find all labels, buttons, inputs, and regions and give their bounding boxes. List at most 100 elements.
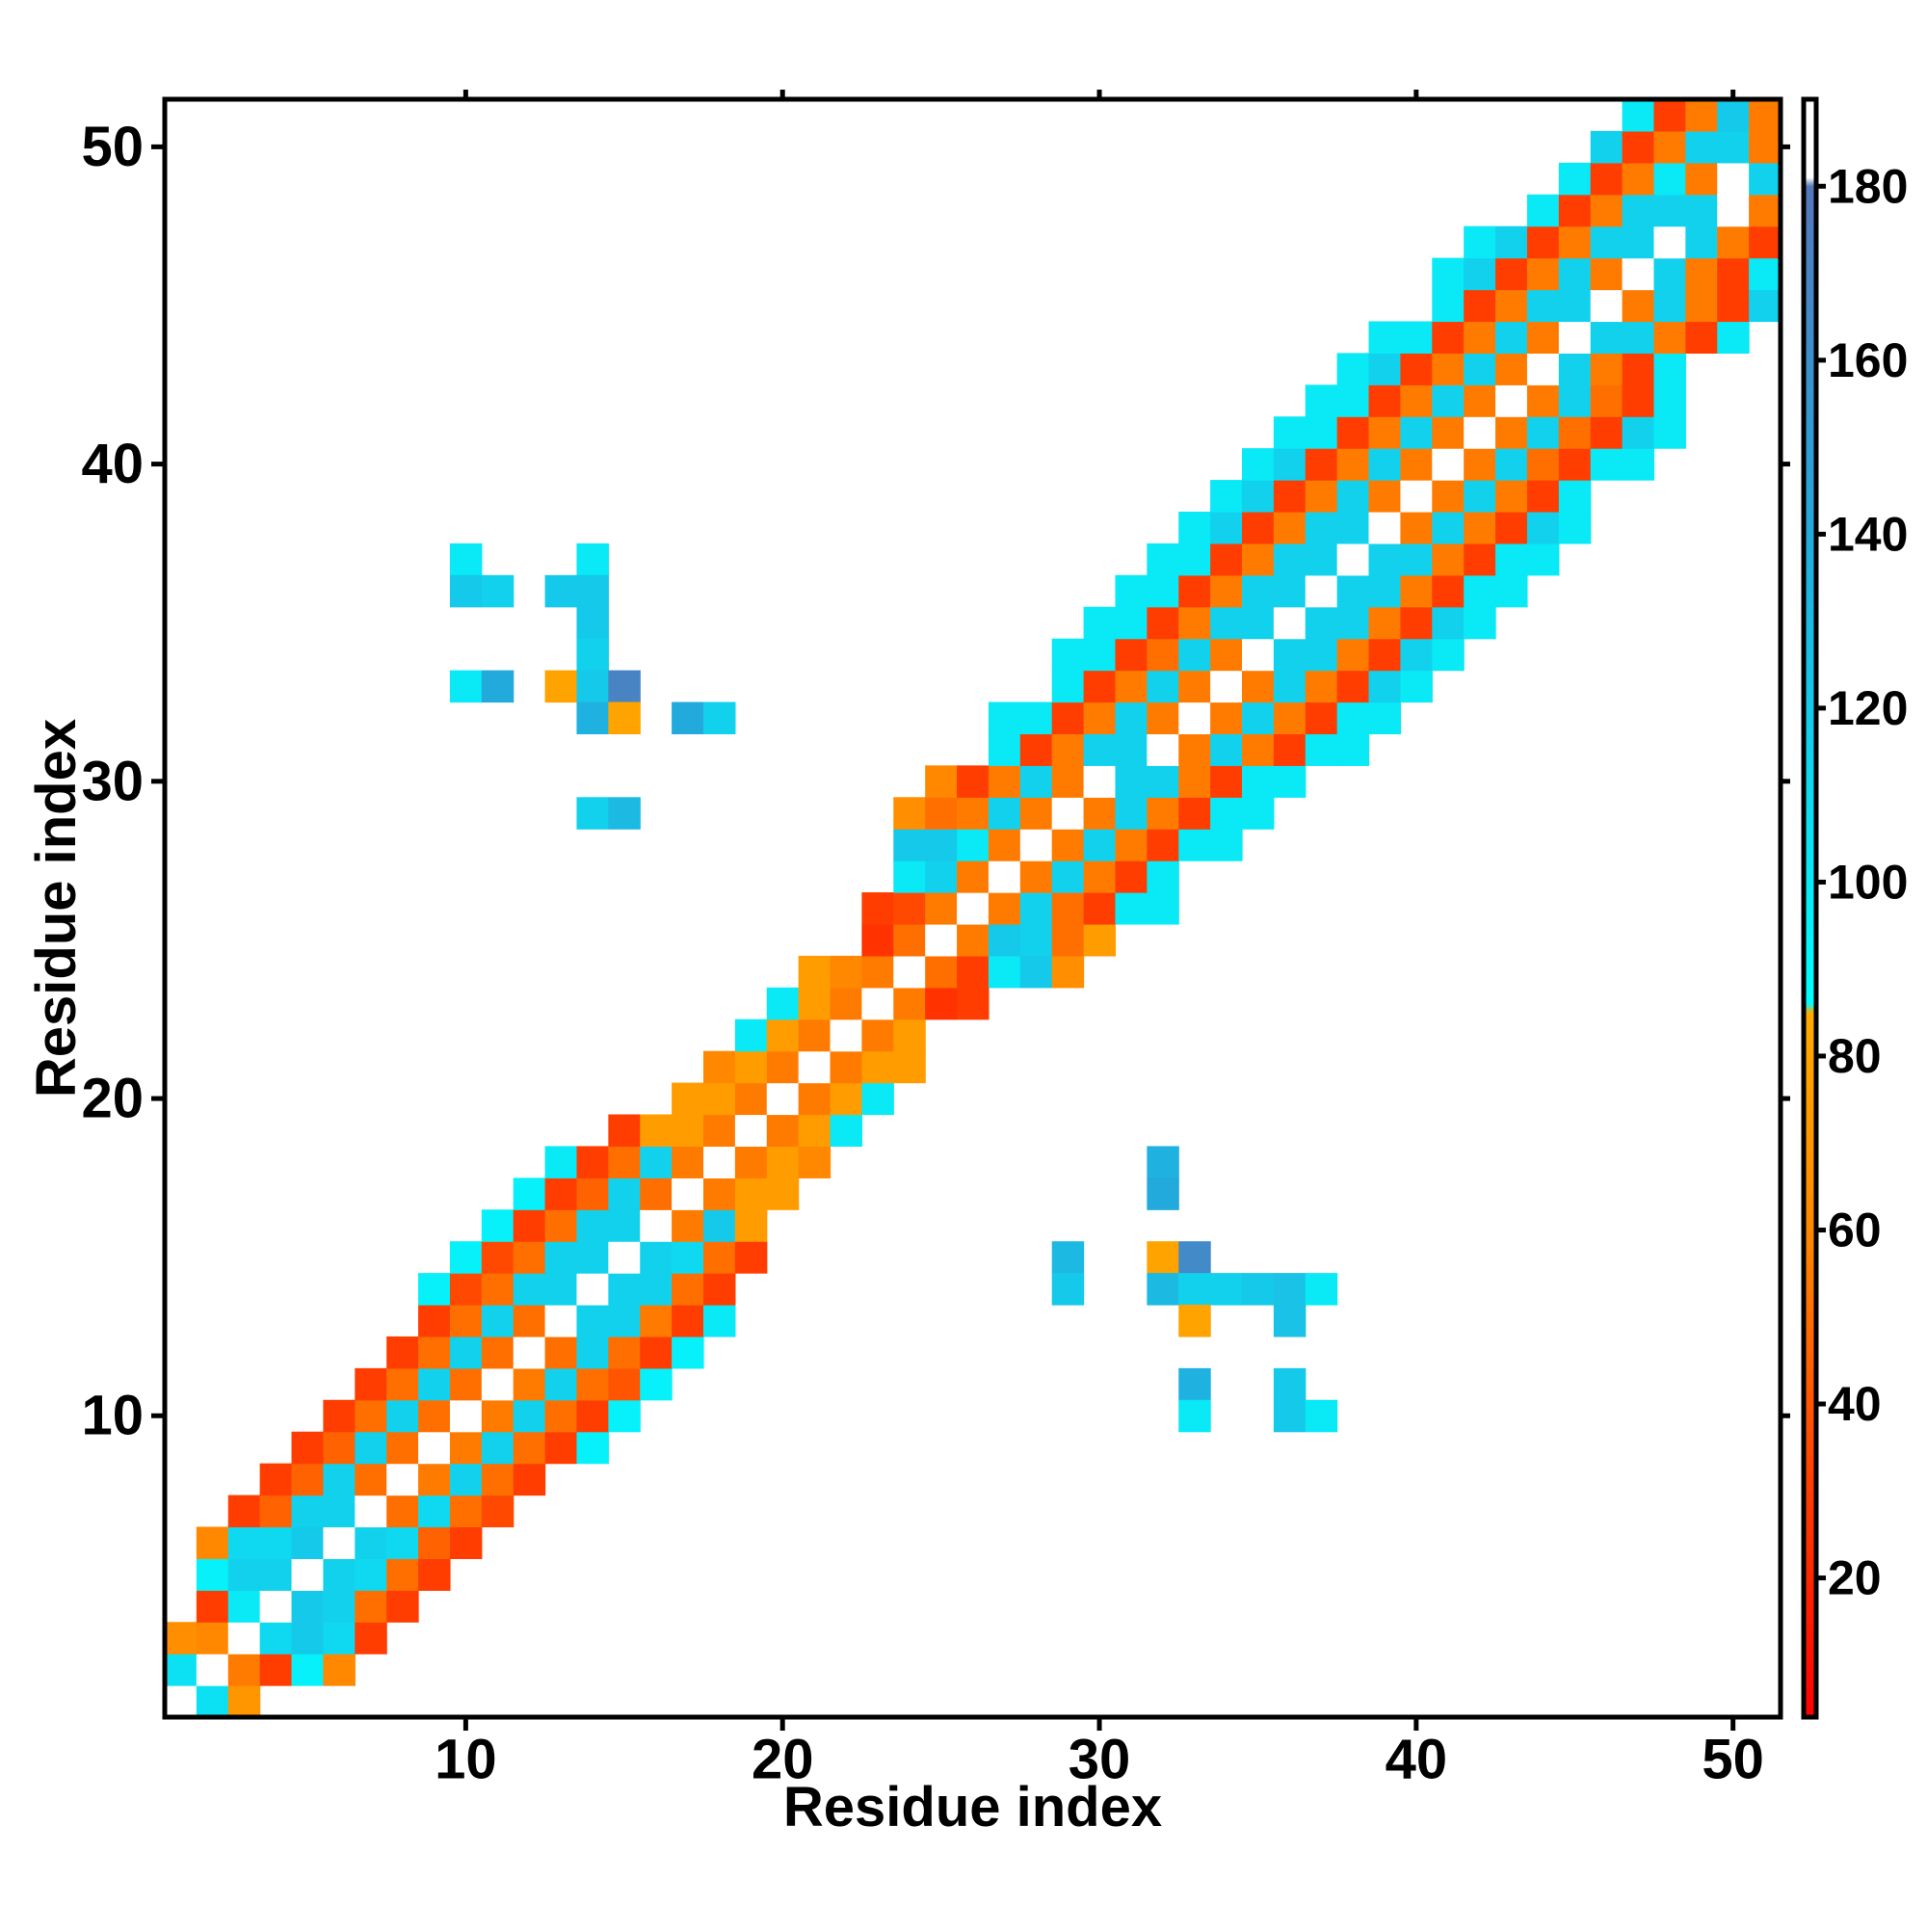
heatmap-cell	[513, 1399, 546, 1433]
heatmap-cell	[1083, 765, 1117, 798]
heatmap-cell	[1526, 511, 1560, 544]
heatmap-cell	[1210, 638, 1243, 672]
heatmap-cell	[1526, 384, 1560, 417]
heatmap-cell	[1400, 511, 1433, 544]
y-tick-label: 20	[81, 1068, 144, 1130]
heatmap-cell	[1526, 321, 1560, 354]
heatmap-cell	[227, 1495, 261, 1528]
heatmap-cell	[418, 1431, 451, 1465]
heatmap-cell	[386, 1399, 419, 1433]
heatmap-cell	[1653, 257, 1686, 291]
heatmap-cell	[1336, 574, 1370, 608]
heatmap-cell	[1368, 574, 1402, 608]
heatmap-cell	[1242, 701, 1275, 735]
heatmap-cell	[1273, 543, 1307, 576]
heatmap-cell	[1622, 289, 1655, 323]
heatmap-cell	[957, 892, 990, 925]
heatmap-cell	[925, 829, 958, 861]
heatmap-cell	[449, 1399, 483, 1433]
heatmap-cell	[861, 955, 894, 989]
heatmap-cell	[640, 1336, 673, 1369]
heatmap-cell	[1210, 543, 1243, 576]
heatmap-cell	[640, 1367, 673, 1401]
heatmap-cell	[386, 1590, 419, 1623]
heatmap-cell	[1495, 289, 1528, 323]
heatmap-cell	[1495, 321, 1528, 354]
heatmap-cell	[1432, 321, 1465, 354]
heatmap-cell	[1273, 511, 1307, 544]
heatmap-cell	[576, 606, 609, 640]
heatmap-cell	[1685, 194, 1718, 227]
heatmap-cell	[1019, 892, 1053, 925]
heatmap-cell	[1178, 543, 1211, 576]
heatmap-cell	[830, 1050, 863, 1084]
heatmap-cell	[1051, 670, 1085, 703]
heatmap-cell	[1242, 1273, 1275, 1306]
heatmap-cell	[1368, 606, 1402, 640]
heatmap-cell	[576, 1336, 609, 1369]
heatmap-cell	[925, 955, 958, 989]
heatmap-cell	[481, 1305, 515, 1337]
heatmap-cell	[1051, 892, 1085, 925]
heatmap-cell	[1178, 733, 1211, 766]
heatmap-cell	[1717, 194, 1750, 227]
heatmap-cell	[1622, 321, 1655, 354]
heatmap-cell	[1178, 829, 1211, 861]
heatmap-cell	[830, 1019, 863, 1052]
heatmap-cell	[893, 1019, 926, 1052]
heatmap-cell	[418, 1495, 451, 1528]
heatmap-cell	[1210, 670, 1243, 703]
heatmap-cell	[957, 923, 990, 957]
heatmap-cell	[1051, 733, 1085, 766]
heatmap-cell	[1526, 225, 1560, 259]
y-tick-label: 50	[81, 116, 144, 178]
heatmap-cell	[165, 1654, 198, 1686]
heatmap-cell	[1336, 353, 1370, 385]
heatmap-cell	[1653, 225, 1686, 259]
heatmap-cell	[1717, 257, 1750, 291]
heatmap-cell	[1305, 1273, 1338, 1306]
heatmap-cell	[672, 701, 704, 735]
heatmap-cell	[1273, 1399, 1307, 1433]
heatmap-cell	[1336, 543, 1370, 576]
heatmap-cell	[830, 955, 863, 989]
heatmap-cell	[1115, 638, 1148, 672]
heatmap-cell	[449, 670, 483, 703]
heatmap-cell	[355, 1399, 387, 1433]
heatmap-cell	[703, 1114, 736, 1148]
heatmap-cell	[1368, 638, 1402, 672]
heatmap-cell	[1558, 448, 1592, 481]
heatmap-cell	[608, 1399, 641, 1433]
heatmap-cell	[386, 1336, 419, 1369]
x-tick-label: 30	[1069, 1729, 1131, 1791]
heatmap-cell	[988, 733, 1021, 766]
heatmap-cell	[861, 1082, 894, 1116]
heatmap-cell	[1622, 99, 1655, 132]
heatmap-cell	[830, 1114, 863, 1148]
heatmap-cell	[1495, 480, 1528, 513]
heatmap-cell	[1368, 511, 1402, 544]
heatmap-cell	[893, 923, 926, 957]
heatmap-cell	[1147, 638, 1179, 672]
heatmap-cell	[1558, 384, 1592, 417]
heatmap-cell	[386, 1463, 419, 1496]
heatmap-cell	[640, 1305, 673, 1337]
heatmap-cell	[1336, 606, 1370, 640]
heatmap-cell	[608, 1241, 641, 1274]
heatmap-cell	[1210, 797, 1243, 830]
heatmap-cell	[1019, 765, 1053, 798]
heatmap-cell	[513, 1241, 546, 1274]
heatmap-cell	[1495, 416, 1528, 449]
heatmap-cell	[1685, 130, 1718, 164]
heatmap-cell	[1147, 670, 1179, 703]
heatmap-cell	[1526, 353, 1560, 385]
heatmap-cell	[1622, 257, 1655, 291]
heatmap-cell	[1210, 829, 1243, 861]
heatmap-cell	[1526, 480, 1560, 513]
colorbar-tick-label: 100	[1828, 855, 1908, 909]
heatmap-cell	[1336, 670, 1370, 703]
heatmap-cell	[259, 1526, 293, 1559]
heatmap-cell	[355, 1463, 387, 1496]
heatmap-cell	[1526, 289, 1560, 323]
heatmap-cell	[1178, 606, 1211, 640]
